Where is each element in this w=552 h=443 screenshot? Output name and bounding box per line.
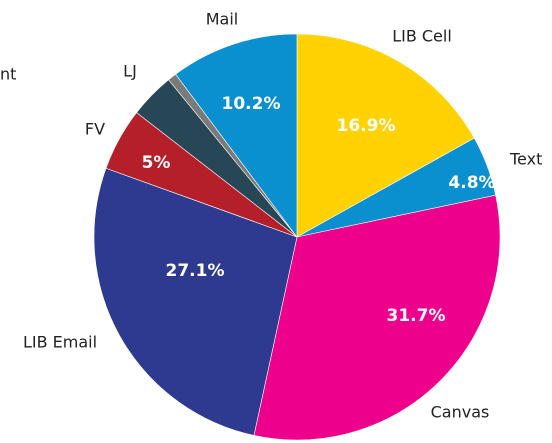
pie-slice <box>253 194 501 441</box>
value-label: 5% <box>142 153 171 173</box>
value-label: 16.9% <box>337 116 396 136</box>
value-label: 10.2% <box>222 94 281 114</box>
slice-label: LIB Cell <box>392 27 452 46</box>
slice-label: Canvas <box>431 403 490 422</box>
value-label: 27.1% <box>166 261 225 281</box>
value-label: 4.8% <box>448 173 495 193</box>
pie-slice <box>93 167 298 436</box>
value-label: 31.7% <box>387 306 446 326</box>
pie-slice <box>296 33 475 238</box>
slice-label: FV <box>85 120 105 139</box>
pie-slice <box>175 33 298 238</box>
slice-label: LIB Email <box>23 333 97 352</box>
slice-label: Text <box>509 150 542 169</box>
slice-label: nt <box>0 65 16 84</box>
slice-label: Mail <box>206 10 239 29</box>
slice-label: LJ <box>123 62 137 81</box>
